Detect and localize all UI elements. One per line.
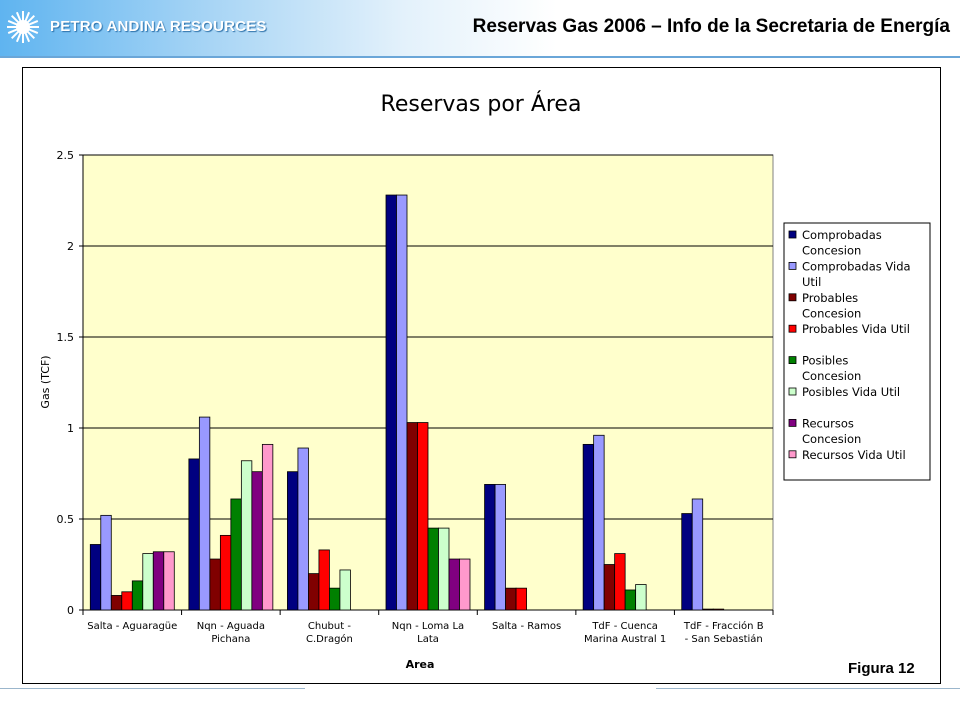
bar (219, 534, 232, 611)
bar (505, 587, 517, 611)
bar (209, 558, 221, 611)
bar (593, 434, 605, 611)
legend-swatch (788, 261, 797, 270)
bar (427, 527, 439, 611)
x-tick-label: Pichana (211, 634, 250, 645)
bar (198, 416, 211, 611)
bar (89, 544, 102, 611)
bar (261, 443, 274, 611)
figure-label: Figura 12 (848, 660, 915, 677)
bar (287, 471, 299, 611)
bar (230, 498, 242, 611)
bar (240, 460, 253, 611)
y-tick-label: 2 (67, 240, 74, 253)
y-tick-label: 2.5 (57, 149, 75, 162)
bar (188, 458, 200, 611)
legend-label: Posibles Vida Util (802, 385, 900, 399)
y-axis-label: Gas (TCF) (39, 355, 52, 408)
x-tick-label: Nqn - Loma La (392, 621, 464, 632)
bar (624, 589, 637, 611)
bar (448, 558, 460, 611)
sun-icon (7, 11, 39, 43)
bar (702, 608, 714, 611)
x-tick-label: Nqn - Aguada (197, 621, 265, 632)
legend-swatch (788, 387, 797, 396)
bar (297, 447, 309, 611)
legend-swatch (788, 324, 797, 333)
x-tick-label: Lata (417, 634, 439, 645)
y-tick-label: 1 (67, 422, 74, 435)
bar (121, 591, 133, 611)
bar (582, 443, 595, 611)
bar (406, 422, 418, 611)
bar (385, 194, 397, 611)
bar (712, 608, 725, 611)
legend-label: Posibles (802, 354, 848, 368)
legend-label: Concesion (802, 432, 861, 446)
page-title: Reservas Gas 2006 – Info de la Secretari… (472, 16, 950, 37)
legend-swatch (788, 450, 797, 459)
legend-label: Util (802, 275, 821, 289)
y-tick-label: 0 (67, 604, 74, 617)
header-divider (0, 56, 960, 58)
x-tick-label: Salta - Aguaragüe (87, 621, 177, 632)
bar (163, 551, 175, 611)
x-axis-label: Area (406, 658, 435, 671)
legend-label: Concesion (802, 244, 861, 258)
chart-title: Reservas por Área (381, 91, 582, 117)
bar (603, 564, 616, 611)
legend-label: Recursos Vida Util (802, 448, 906, 462)
x-tick-label: Marina Austral 1 (584, 634, 666, 645)
x-tick-label: - San Sebastián (685, 633, 763, 645)
header-bar: PETRO ANDINA RESOURCES Reservas Gas 2006… (0, 0, 960, 56)
legend-swatch (788, 418, 797, 427)
bar (142, 553, 154, 611)
bar (318, 549, 330, 611)
bar (100, 514, 112, 611)
bar (329, 587, 341, 611)
bar (484, 484, 496, 611)
footer-divider-left (0, 688, 305, 689)
y-tick-label: 0.5 (57, 513, 75, 526)
bar (614, 553, 626, 611)
bar (251, 471, 263, 611)
bar (110, 595, 123, 611)
x-tick-label: TdF - Cuenca (591, 621, 658, 632)
bar (515, 587, 527, 611)
legend-box (783, 222, 931, 481)
bar (681, 513, 693, 611)
legend-label: Recursos (802, 416, 854, 430)
bar (417, 422, 429, 611)
company-name: PETRO ANDINA RESOURCES (50, 18, 267, 35)
legend-swatch (788, 230, 797, 239)
bar (438, 527, 450, 611)
footer-divider-right (656, 688, 960, 689)
bar (396, 194, 408, 611)
x-tick-label: TdF - Fracción B (683, 620, 764, 632)
plot-area: 0 0.5 1 1.5 2 2.5 Salta - Aguaragüe Nqn - Aguad… (57, 149, 774, 645)
bar (459, 558, 471, 611)
legend-label: Probables Vida Util (802, 322, 910, 336)
legend-label: Comprobadas (802, 228, 882, 242)
bar (635, 584, 647, 611)
x-tick-label: C.Dragón (306, 633, 353, 645)
legend-label: Concesion (802, 369, 861, 383)
x-tick-label: Chubut - (308, 621, 351, 632)
legend-label: Probables (802, 291, 858, 305)
bar (131, 580, 144, 611)
legend-swatch (788, 356, 797, 365)
bar (339, 569, 351, 611)
y-tick-label: 1.5 (57, 331, 75, 344)
bar (494, 484, 506, 611)
bar (152, 551, 165, 611)
bar (691, 498, 704, 611)
legend-label: Concesion (802, 306, 861, 320)
bar (308, 573, 320, 611)
x-tick-label: Salta - Ramos (492, 621, 561, 632)
legend-swatch (788, 293, 797, 302)
legend-label: Comprobadas Vida (802, 259, 911, 273)
